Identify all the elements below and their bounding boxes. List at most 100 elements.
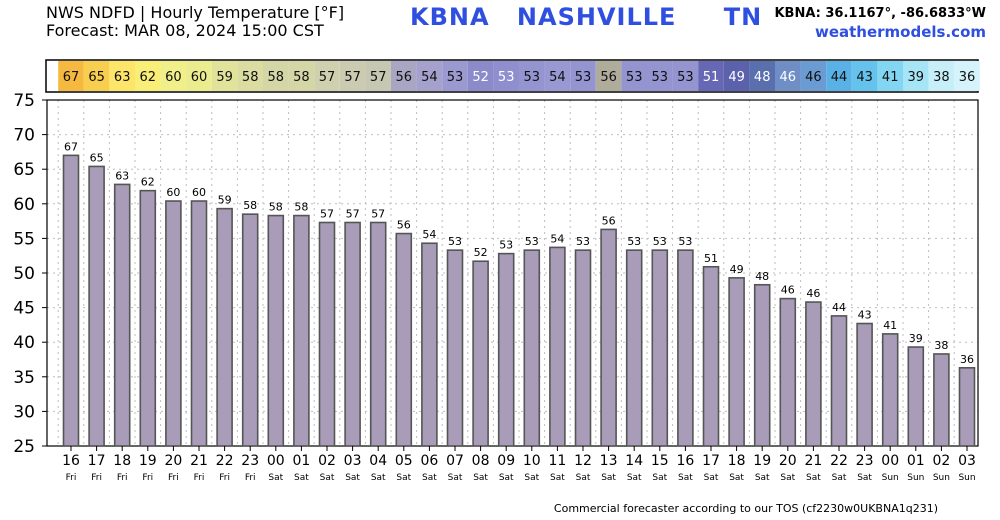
x-tick-hour: 12	[574, 453, 592, 469]
y-tick-label: 50	[13, 264, 35, 284]
color-strip-cell	[58, 61, 84, 91]
temperature-bar	[165, 200, 182, 447]
color-strip-label: 53	[677, 70, 694, 85]
color-strip-cell	[160, 61, 187, 91]
color-strip-cell	[339, 61, 366, 91]
x-tick-day: Sat	[499, 473, 514, 483]
color-strip-label: 43	[856, 70, 873, 85]
color-strip-label: 60	[191, 70, 208, 85]
color-strip-cell	[544, 61, 571, 91]
y-tick-label: 65	[13, 160, 35, 180]
bar-value-label: 53	[448, 235, 462, 248]
color-strip-cell	[672, 61, 699, 91]
color-strip-label: 48	[754, 70, 771, 85]
temperature-bar	[830, 315, 848, 447]
color-strip-cell	[621, 61, 647, 91]
x-tick-hour: 14	[625, 453, 643, 469]
color-strip-cell	[775, 61, 801, 91]
color-strip-cell	[365, 61, 391, 91]
x-tick-day: Fri	[91, 473, 102, 483]
color-strip-cell	[237, 61, 263, 91]
color-strip-cell	[135, 61, 161, 91]
temperature-bar	[856, 322, 873, 447]
color-strip-cell	[391, 61, 417, 91]
color-strip-cell	[186, 61, 212, 91]
bar-value-label: 56	[602, 214, 616, 227]
forecast-time: Forecast: MAR 08, 2024 15:00 CST	[46, 21, 324, 40]
color-strip-cell	[109, 61, 135, 91]
x-tick-day: Sat	[652, 473, 667, 483]
color-strip-label: 41	[882, 70, 899, 85]
temperature-bar	[779, 297, 797, 447]
bar-value-label: 38	[934, 339, 948, 352]
x-tick-day: Fri	[194, 473, 205, 483]
color-strip-cell	[749, 61, 775, 91]
color-strip-cell	[954, 61, 980, 91]
temperature-bar	[113, 183, 131, 447]
color-strip-cell	[698, 61, 724, 91]
temperature-bar	[907, 346, 925, 447]
temperature-bar	[933, 353, 950, 447]
x-tick-hour: 02	[932, 453, 950, 469]
temperature-bar	[344, 221, 361, 447]
temperature-bar	[88, 165, 105, 447]
x-tick-day: Sat	[601, 473, 616, 483]
color-strip-label: 38	[933, 70, 950, 85]
bar-value-label: 46	[806, 287, 820, 300]
color-strip-label: 56	[600, 70, 617, 85]
x-tick-hour: 18	[728, 453, 746, 469]
x-tick-day: Sat	[704, 473, 719, 483]
bar-value-label: 65	[90, 151, 104, 164]
x-tick-hour: 15	[651, 453, 669, 469]
color-strip-cell	[211, 61, 238, 91]
x-tick-hour: 19	[139, 453, 157, 469]
x-tick-hour: 05	[395, 453, 413, 469]
bar-value-label: 53	[678, 235, 692, 248]
bar-value-label: 60	[166, 186, 180, 199]
y-tick-label: 40	[13, 333, 35, 353]
color-strip-cell	[928, 61, 955, 91]
x-tick-day: Sat	[627, 473, 642, 483]
color-strip-cell	[570, 61, 596, 91]
x-tick-day: Sat	[550, 473, 565, 483]
x-tick-hour: 02	[318, 453, 336, 469]
x-tick-day: Sun	[907, 473, 924, 483]
color-strip-label: 46	[780, 70, 797, 85]
x-tick-day: Fri	[168, 473, 179, 483]
color-strip-cell	[416, 61, 443, 91]
color-strip-label: 44	[831, 70, 848, 85]
x-tick-day: Sat	[396, 473, 411, 483]
bar-value-label: 58	[269, 201, 283, 214]
color-strip-cell	[851, 61, 878, 91]
x-tick-hour: 23	[856, 453, 874, 469]
color-strip-label: 54	[549, 70, 566, 85]
color-strip-label: 60	[165, 70, 182, 85]
color-strip-label: 46	[805, 70, 822, 85]
bar-value-label: 48	[755, 270, 769, 283]
temperature-bar	[625, 249, 643, 447]
color-strip-label: 53	[626, 70, 643, 85]
x-tick-hour: 03	[344, 453, 362, 469]
x-tick-hour: 16	[676, 453, 694, 469]
y-tick-label: 55	[13, 229, 35, 249]
x-tick-day: Sat	[780, 473, 795, 483]
site-link[interactable]: weathermodels.com	[814, 23, 986, 41]
x-tick-day: Sun	[933, 473, 950, 483]
temperature-bar	[958, 367, 976, 447]
temperature-bar	[216, 207, 233, 447]
bar-value-label: 53	[576, 235, 590, 248]
color-strip-label: 58	[242, 70, 259, 85]
bar-value-label: 51	[704, 252, 718, 265]
x-tick-hour: 22	[216, 453, 234, 469]
bar-value-label: 43	[858, 309, 872, 322]
bar-value-label: 58	[294, 201, 308, 214]
color-strip-label: 52	[472, 70, 489, 85]
temperature-bar	[600, 228, 617, 447]
x-tick-hour: 16	[62, 453, 80, 469]
color-strip-cell	[826, 61, 852, 91]
bar-value-label: 36	[960, 353, 974, 366]
x-tick-day: Sat	[294, 473, 309, 483]
x-tick-hour: 21	[804, 453, 822, 469]
station-name: NASHVILLE	[516, 3, 677, 31]
x-tick-hour: 11	[548, 453, 566, 469]
